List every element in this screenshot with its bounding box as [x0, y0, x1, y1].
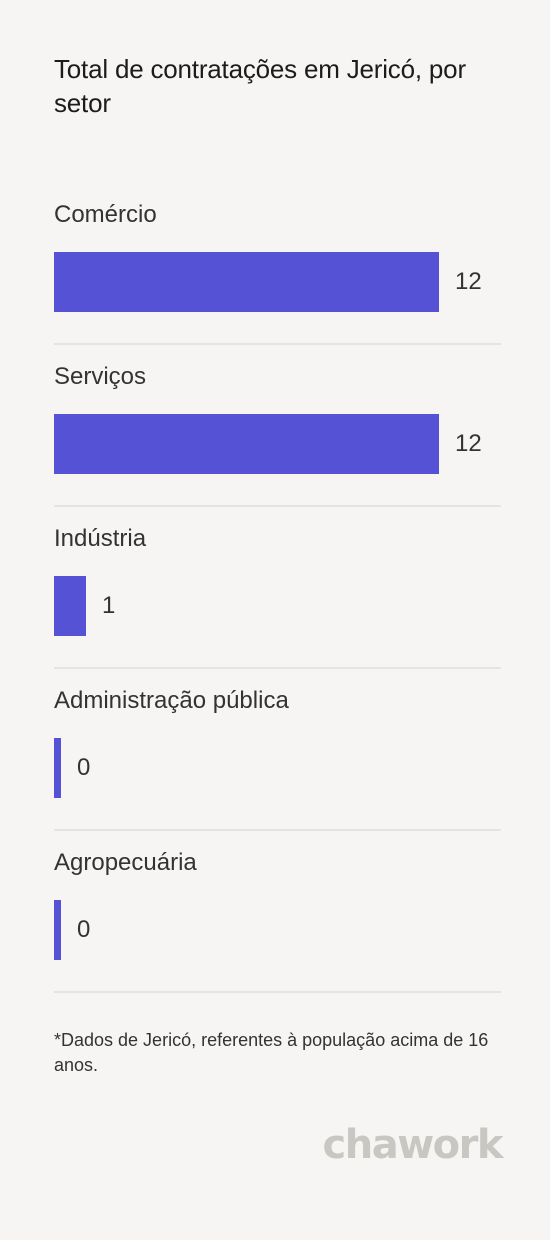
bar	[54, 252, 439, 312]
category-label: Administração pública	[54, 687, 289, 714]
value-label: 1	[102, 592, 116, 619]
chart-title: Total de contratações em Jericó, por set…	[54, 54, 466, 118]
row-divider	[54, 505, 501, 507]
value-label: 12	[455, 430, 482, 457]
bar	[54, 738, 61, 798]
row-divider	[54, 343, 501, 345]
bar	[54, 900, 61, 960]
row-divider	[54, 991, 501, 993]
row-divider	[54, 667, 501, 669]
category-label: Agropecuária	[54, 849, 197, 876]
footnote: *Dados de Jericó, referentes à população…	[54, 1030, 489, 1075]
bar-row: Serviços 12	[54, 362, 501, 524]
bar-row: Comércio 12	[54, 200, 501, 362]
category-label: Serviços	[54, 363, 147, 390]
bar	[54, 576, 86, 636]
bar	[54, 414, 439, 474]
category-label: Comércio	[54, 201, 157, 228]
category-label: Indústria	[54, 525, 147, 552]
bar-row: Agropecuária 0	[54, 848, 501, 1010]
chawork-logo: chawork	[322, 1122, 504, 1168]
bar-row: Administração pública 0	[54, 686, 501, 848]
value-label: 12	[455, 268, 482, 295]
row-divider	[54, 829, 501, 831]
bar-row: Indústria 1	[54, 524, 501, 686]
value-label: 0	[77, 754, 91, 781]
value-label: 0	[77, 916, 91, 943]
